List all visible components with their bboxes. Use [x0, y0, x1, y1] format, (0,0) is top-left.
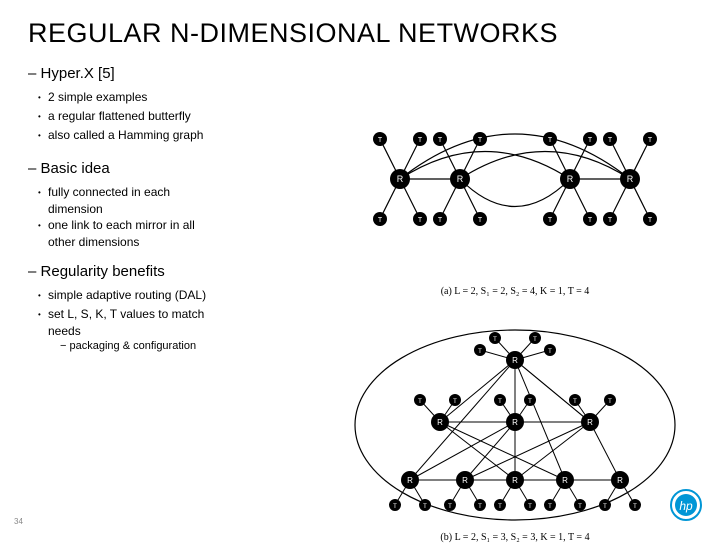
svg-text:R: R [562, 476, 568, 485]
svg-text:T: T [453, 399, 457, 405]
svg-text:T: T [498, 399, 502, 405]
figure-b-caption: (b) L = 2, S₁ = 3, S₂ = 3, K = 1, T = 4 [340, 532, 690, 543]
svg-text:T: T [438, 137, 443, 144]
svg-text:T: T [648, 137, 653, 144]
svg-text:T: T [378, 217, 383, 224]
hp-logo: hp [670, 489, 702, 526]
bullet-cont: dimension [28, 202, 340, 216]
svg-text:T: T [608, 217, 613, 224]
svg-text:T: T [533, 337, 537, 343]
svg-text:T: T [548, 504, 552, 510]
bullet: one link to each mirror in all [28, 216, 340, 235]
svg-text:T: T [423, 504, 427, 510]
figure-a-svg: T T T T T T T T T T T T T T T T R R R R [340, 59, 690, 279]
bullet: 2 simple examples [28, 88, 340, 107]
bullet: also called a Hamming graph [28, 126, 340, 145]
heading-regularity: Regularity benefits [28, 263, 340, 280]
page-title: REGULAR N-DIMENSIONAL NETWORKS [0, 0, 720, 49]
svg-text:R: R [587, 418, 593, 427]
bullet: fully connected in each [28, 183, 340, 202]
svg-text:T: T [528, 504, 532, 510]
bullet: simple adaptive routing (DAL) [28, 286, 340, 305]
svg-text:hp: hp [679, 499, 693, 513]
svg-text:T: T [478, 349, 482, 355]
svg-text:T: T [548, 217, 553, 224]
section-basic-idea: Basic idea fully connected in each dimen… [28, 160, 340, 249]
svg-text:R: R [457, 174, 464, 184]
svg-text:R: R [617, 476, 623, 485]
figure-b-block: T T T T T T T T T T T T T T T T T T T T R R R R R R R R R (b) L = 2,… [340, 305, 690, 543]
svg-text:R: R [407, 476, 413, 485]
heading-hyperx: Hyper.X [5] [28, 65, 340, 82]
svg-text:T: T [548, 349, 552, 355]
svg-text:R: R [567, 174, 574, 184]
page-number: 34 [14, 517, 23, 526]
svg-text:T: T [603, 504, 607, 510]
sub-bullet: packaging & configuration [28, 338, 340, 356]
svg-text:R: R [512, 476, 518, 485]
content-row: Hyper.X [5] 2 simple examples a regular … [0, 49, 720, 551]
svg-text:T: T [438, 217, 443, 224]
svg-text:R: R [627, 174, 634, 184]
bullet: set L, S, K, T values to match [28, 305, 340, 324]
svg-text:T: T [648, 217, 653, 224]
svg-text:T: T [548, 137, 553, 144]
svg-text:T: T [528, 399, 532, 405]
svg-text:T: T [448, 504, 452, 510]
svg-text:T: T [378, 137, 383, 144]
svg-text:R: R [397, 174, 404, 184]
svg-text:T: T [478, 504, 482, 510]
svg-text:T: T [588, 217, 593, 224]
svg-text:T: T [478, 217, 483, 224]
svg-text:R: R [512, 418, 518, 427]
figure-a-block: T T T T T T T T T T T T T T T T R R R R (a) L = 2, S₁ = 2, … [340, 59, 690, 297]
svg-text:T: T [578, 504, 582, 510]
svg-text:T: T [498, 504, 502, 510]
bullet-cont: other dimensions [28, 235, 340, 249]
svg-text:T: T [418, 217, 423, 224]
section-hyperx: Hyper.X [5] 2 simple examples a regular … [28, 65, 340, 146]
svg-text:R: R [462, 476, 468, 485]
svg-text:T: T [393, 504, 397, 510]
svg-text:T: T [608, 137, 613, 144]
figure-a-caption: (a) L = 2, S₁ = 2, S₂ = 4, K = 1, T = 4 [340, 286, 690, 297]
svg-text:R: R [437, 418, 443, 427]
svg-text:T: T [478, 137, 483, 144]
svg-text:T: T [588, 137, 593, 144]
text-column: Hyper.X [5] 2 simple examples a regular … [0, 49, 340, 551]
bullet: a regular flattened butterfly [28, 107, 340, 126]
figure-b-svg: T T T T T T T T T T T T T T T T T T T T R R R R R R R R R [340, 305, 690, 525]
heading-basic-idea: Basic idea [28, 160, 340, 177]
svg-text:T: T [633, 504, 637, 510]
svg-text:T: T [418, 399, 422, 405]
section-regularity: Regularity benefits simple adaptive rout… [28, 263, 340, 356]
svg-text:T: T [573, 399, 577, 405]
svg-text:T: T [493, 337, 497, 343]
svg-text:R: R [512, 356, 518, 365]
bullet-cont: needs [28, 324, 340, 338]
svg-text:T: T [418, 137, 423, 144]
figure-column: T T T T T T T T T T T T T T T T R R R R (a) L = 2, S₁ = 2, … [340, 49, 700, 551]
svg-text:T: T [608, 399, 612, 405]
